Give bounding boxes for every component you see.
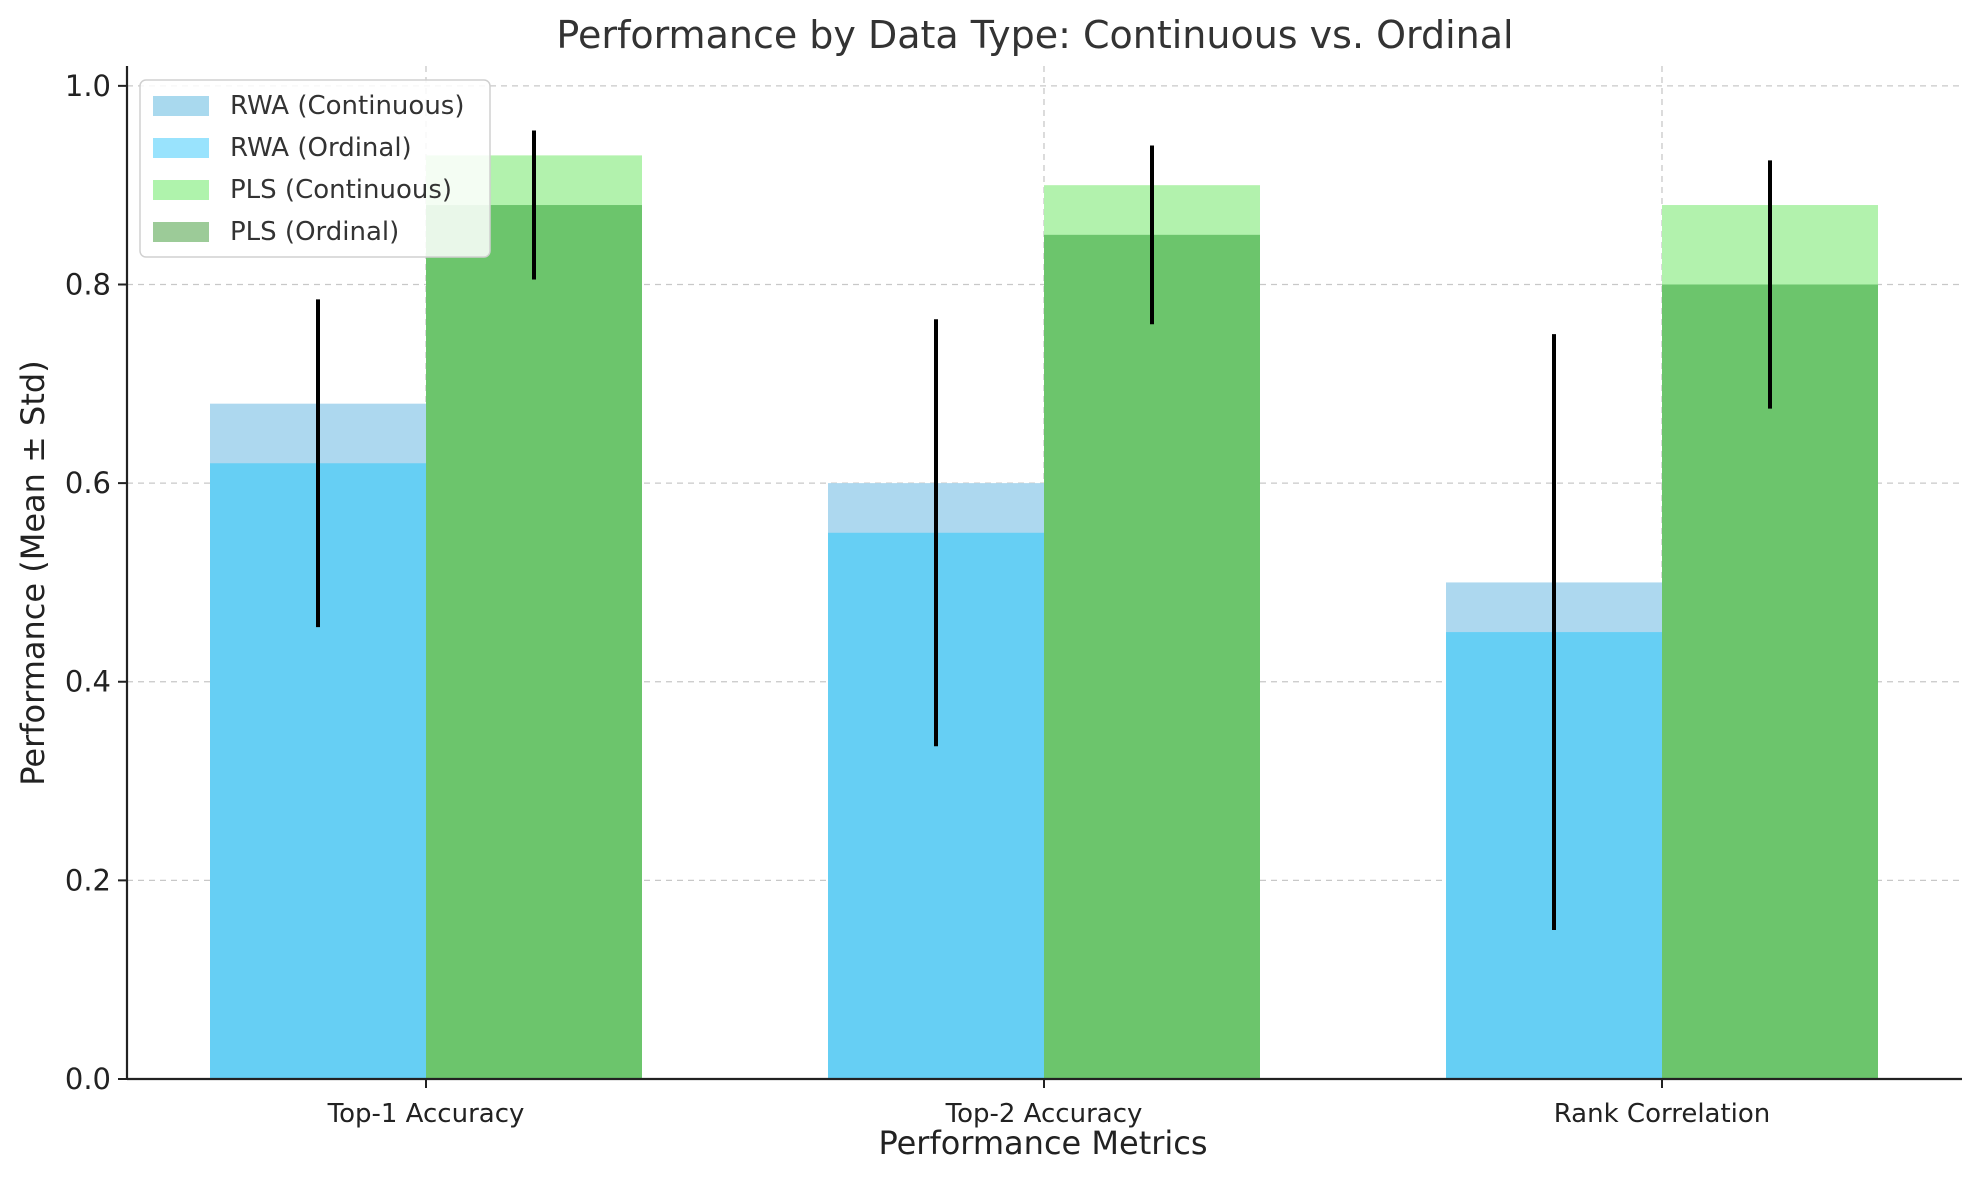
- y-tick-label: 0.6: [65, 466, 111, 500]
- tick-labels: 0.0 0.2 0.4 0.6 0.8 1.0 Top-1 Accuracy Top-2 Ac…: [65, 69, 1770, 1129]
- legend: RWA (Continuous) RWA (Ordinal) PLS (Contin…: [139, 79, 491, 258]
- x-tick-label: Rank Correlation: [1554, 1099, 1771, 1129]
- chart-title: Performance by Data Type: Continuous vs.…: [556, 13, 1513, 57]
- x-tick-label: Top-1 Accuracy: [327, 1099, 525, 1129]
- legend-label: PLS (Continuous): [230, 175, 452, 205]
- legend-swatch: [153, 180, 209, 200]
- axes: [118, 66, 1962, 1088]
- legend-label: PLS (Ordinal): [230, 217, 399, 247]
- legend-label: RWA (Ordinal): [230, 133, 412, 163]
- bars: [210, 155, 1878, 1080]
- y-axis-label: Performance (Mean ± Std): [14, 360, 52, 785]
- bar-pls-ordinal: [1662, 284, 1878, 1079]
- y-tick-label: 0.2: [65, 863, 111, 897]
- y-tick-label: 1.0: [65, 69, 111, 103]
- legend-label: RWA (Continuous): [230, 91, 464, 121]
- legend-swatch: [153, 222, 209, 242]
- error-bars: [316, 130, 1772, 931]
- y-tick-label: 0.0: [65, 1062, 111, 1096]
- bar-pls-ordinal: [1044, 234, 1260, 1080]
- y-tick-label: 0.4: [65, 665, 111, 699]
- x-tick-label: Top-2 Accuracy: [945, 1099, 1143, 1129]
- legend-swatch: [153, 138, 209, 158]
- bar-pls-ordinal: [426, 205, 642, 1080]
- legend-swatch: [153, 96, 209, 116]
- x-axis-label: Performance Metrics: [878, 1124, 1207, 1162]
- y-tick-label: 0.8: [65, 267, 111, 301]
- legend-frame: [139, 79, 491, 258]
